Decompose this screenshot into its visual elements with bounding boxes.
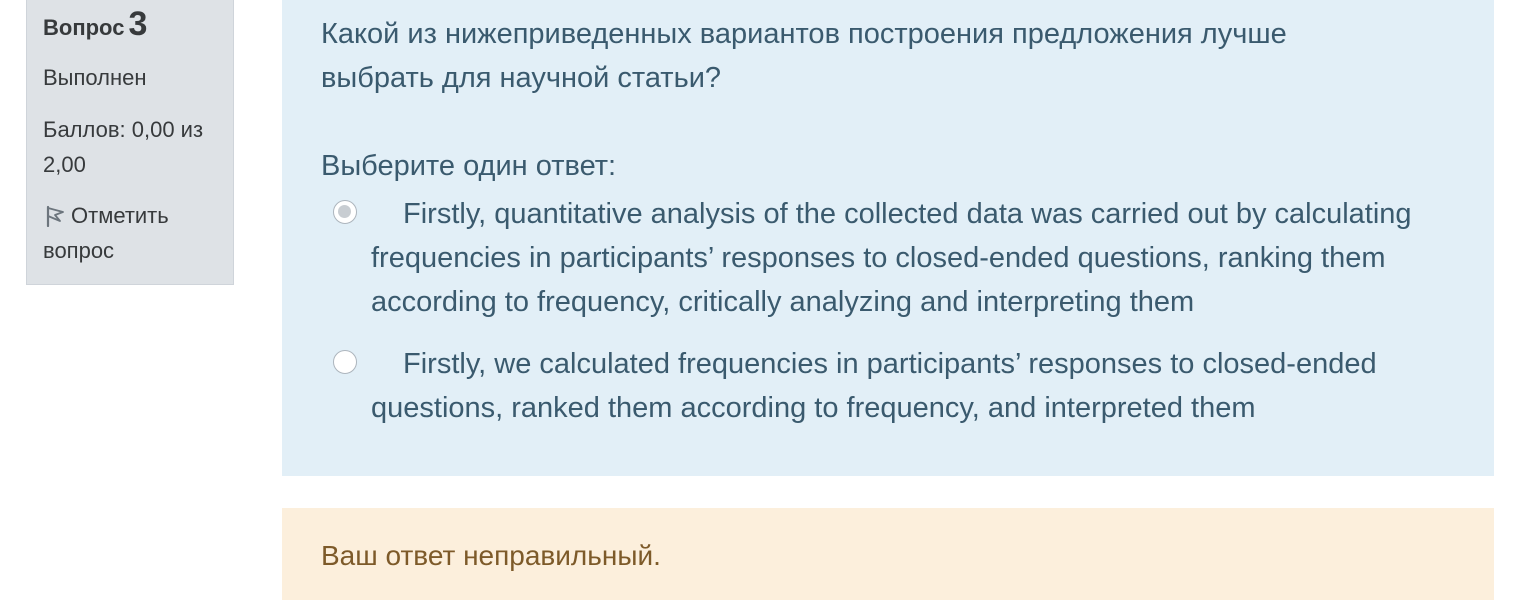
answer-options: Firstly, quantitative analysis of the co… bbox=[321, 192, 1494, 430]
flag-question-link[interactable]: Отметить вопрос bbox=[43, 198, 217, 268]
question-label: Вопрос bbox=[43, 15, 125, 40]
question-info-panel: Вопрос 3 Выполнен Баллов: 0,00 из 2,00 От… bbox=[26, 0, 234, 285]
answer-option-1-label[interactable]: Firstly, quantitative analysis of the co… bbox=[371, 198, 1412, 318]
answer-option-1-radio[interactable] bbox=[333, 200, 357, 224]
answer-option-2[interactable]: Firstly, we calculated frequencies in pa… bbox=[321, 342, 1451, 430]
question-grade: Баллов: 0,00 из 2,00 bbox=[43, 117, 204, 177]
answer-option-2-label[interactable]: Firstly, we calculated frequencies in pa… bbox=[371, 348, 1377, 424]
feedback-text: Ваш ответ неправильный. bbox=[321, 540, 661, 571]
answer-option-2-radio[interactable] bbox=[333, 350, 357, 374]
answer-prompt: Выберите один ответ: bbox=[321, 150, 617, 182]
flag-question-label: Отметить вопрос bbox=[43, 203, 169, 263]
answer-option-1[interactable]: Firstly, quantitative analysis of the co… bbox=[321, 192, 1451, 324]
feedback-box: Ваш ответ неправильный. bbox=[282, 508, 1494, 600]
question-number-heading: Вопрос 3 bbox=[43, 6, 217, 46]
question-state: Выполнен bbox=[43, 65, 147, 90]
question-text: Какой из нижеприведенных вариантов постр… bbox=[321, 18, 1287, 94]
flag-icon bbox=[43, 202, 67, 228]
question-number: 3 bbox=[128, 5, 148, 43]
question-formulation: Какой из нижеприведенных вариантов постр… bbox=[282, 0, 1494, 476]
